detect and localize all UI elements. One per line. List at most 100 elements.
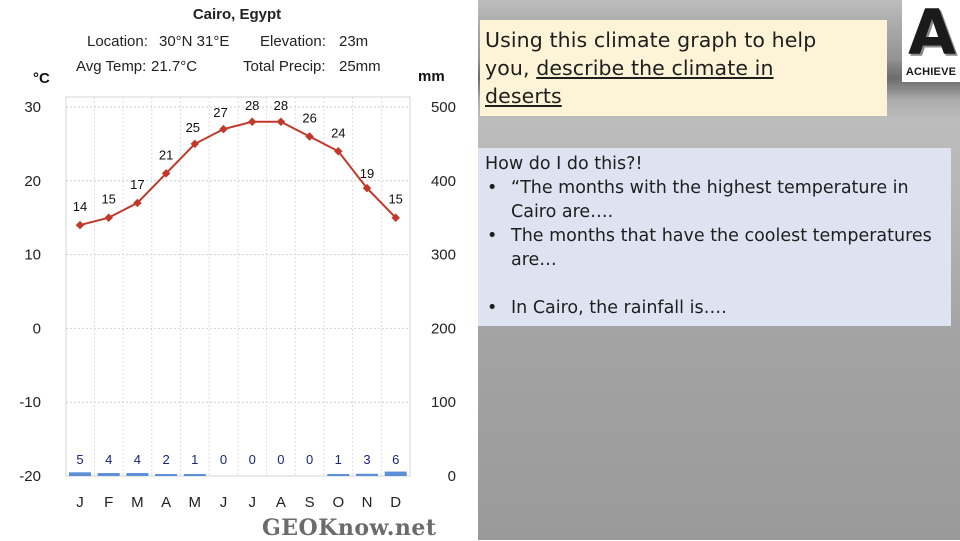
precipitation-value-label: 6: [392, 452, 399, 467]
location-label: Location:: [87, 33, 148, 50]
hint-box: [478, 148, 951, 326]
location-value: 30°N 31°E: [159, 33, 229, 50]
right-axis-unit: mm: [418, 68, 445, 85]
question-line-2: you, describe the climate in: [485, 54, 883, 82]
temperature-value-label: 27: [213, 105, 227, 120]
temperature-point: [362, 183, 372, 193]
question-line-2-prefix: you,: [485, 56, 537, 80]
hint-item: • In Cairo, the rainfall is….: [485, 296, 945, 320]
avg-temp-value: 21.7°C: [151, 58, 197, 75]
temperature-point: [247, 117, 257, 127]
temperature-value-label: 24: [331, 125, 345, 140]
question-underlined-2: deserts: [485, 84, 562, 108]
precipitation-value-label: 1: [335, 452, 342, 467]
right-axis-tick-label: 400: [431, 173, 456, 190]
total-precip-label: Total Precip:: [243, 58, 326, 75]
temperature-point: [161, 169, 171, 178]
hint-item-text: The months that have the coolest tempera…: [511, 226, 932, 270]
question-box: [480, 20, 887, 116]
temperature-value-label: 25: [186, 120, 200, 135]
precipitation-value-label: 0: [277, 452, 284, 467]
temperature-value-label: 15: [388, 192, 402, 207]
temperature-point: [104, 213, 113, 222]
climate-graph: Cairo, Egypt Location: 30°N 31°E Elevati…: [19, 6, 456, 511]
temperature-point: [305, 132, 314, 141]
total-precip-value: 25mm: [339, 58, 381, 75]
left-axis-tick-label: 10: [24, 247, 41, 264]
precipitation-value-label: 0: [249, 452, 256, 467]
right-axis-tick-label: 500: [431, 99, 456, 116]
bullet-icon: •: [487, 226, 498, 246]
hint-heading: How do I do this?!: [485, 154, 643, 174]
temperature-point: [391, 213, 400, 222]
left-axis-tick-label: -20: [19, 468, 41, 485]
precipitation-value-label: 2: [162, 452, 169, 467]
chart-title: Cairo, Egypt: [193, 6, 281, 23]
temperature-series: 14 15 17 21 25 27 28 28 26 24 19 15: [73, 98, 403, 230]
month-label: J: [220, 494, 228, 511]
question-text: Using this climate graph to help you, de…: [485, 26, 883, 110]
temperature-value-label: 26: [302, 111, 316, 126]
precipitation-value-label: 3: [363, 452, 370, 467]
temperature-value-label: 14: [73, 199, 87, 214]
hint-content: How do I do this?! • “The months with the…: [485, 152, 945, 320]
month-label: M: [131, 494, 144, 511]
temperature-value-label: 19: [360, 166, 374, 181]
left-axis-tick-label: 0: [33, 320, 41, 337]
achieve-logo-letter: A: [908, 0, 956, 69]
question-line-1: Using this climate graph to help: [485, 28, 817, 52]
precipitation-bar: [384, 471, 407, 476]
precipitation-bar: [126, 473, 149, 476]
temperature-point: [133, 198, 142, 208]
temperature-value-label: 28: [274, 98, 288, 113]
precipitation-value-label: 1: [191, 452, 198, 467]
hint-item-text: “The months with the highest temperature…: [511, 178, 909, 222]
bullet-icon: •: [487, 298, 498, 318]
question-line-3: deserts: [485, 82, 883, 110]
temperature-line: [79, 120, 397, 227]
month-label: D: [390, 494, 401, 511]
month-label: A: [161, 494, 171, 511]
temperature-point: [276, 117, 286, 127]
precipitation-bar: [183, 474, 206, 476]
elevation-label: Elevation:: [260, 33, 326, 50]
left-axis-tick-label: 30: [24, 99, 41, 116]
hint-list: • “The months with the highest temperatur…: [485, 176, 945, 320]
month-label: S: [305, 494, 315, 511]
source-credit: GEOKnow.net: [262, 515, 437, 541]
month-label: J: [248, 494, 256, 511]
temperature-value-label: 15: [101, 192, 115, 207]
left-axis-ticks: 30 20 10 0 -10 -20: [19, 99, 41, 485]
month-label: A: [276, 494, 286, 511]
precipitation-value-label: 0: [220, 452, 227, 467]
month-label: J: [76, 494, 84, 511]
precipitation-value-label: 4: [105, 452, 112, 467]
left-axis-tick-label: 20: [24, 173, 41, 190]
month-label: F: [104, 494, 113, 511]
bullet-icon: •: [487, 178, 498, 198]
precipitation-bar: [356, 473, 378, 476]
month-label: N: [362, 494, 373, 511]
climate-graph-panel: Cairo, Egypt Location: 30°N 31°E Elevati…: [0, 0, 478, 541]
precipitation-bar: [69, 472, 91, 476]
hint-item-text: In Cairo, the rainfall is….: [511, 298, 727, 318]
precipitation-bar: [327, 474, 350, 476]
question-underlined-1: describe the climate in: [536, 56, 774, 80]
temperature-point: [75, 220, 85, 230]
right-axis-tick-label: 200: [431, 320, 456, 337]
right-axis-tick-label: 0: [448, 468, 456, 485]
precipitation-bar: [97, 473, 120, 476]
right-axis-ticks: 500 400 300 200 100 0: [431, 99, 456, 485]
precipitation-series: 5 4 4 2 1 0 0 0 0 1 3 6: [69, 452, 407, 476]
month-label: M: [189, 494, 202, 511]
temperature-point: [334, 147, 343, 156]
avg-temp-label: Avg Temp:: [76, 58, 146, 75]
temperature-point: [219, 124, 228, 134]
precipitation-value-label: 4: [134, 452, 141, 467]
temperature-value-label: 21: [159, 147, 173, 162]
temperature-point: [190, 139, 200, 149]
right-axis-tick-label: 300: [431, 247, 456, 264]
right-axis-tick-label: 100: [431, 394, 456, 411]
elevation-value: 23m: [339, 33, 368, 50]
